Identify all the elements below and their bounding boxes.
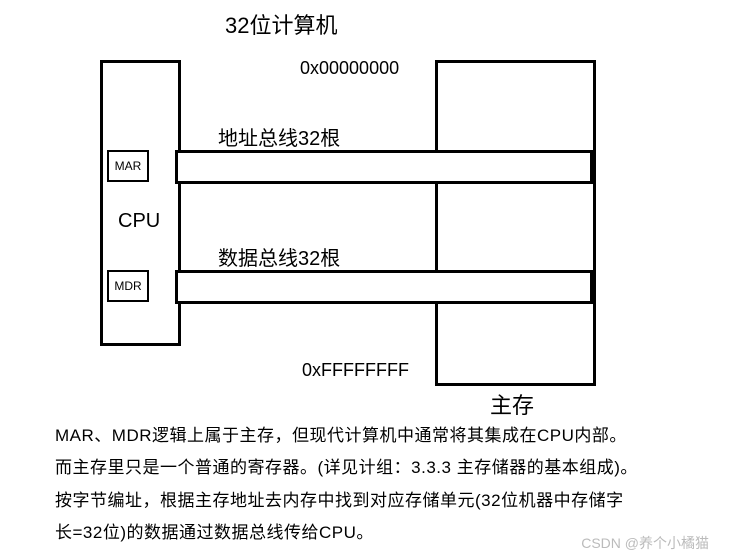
mar-register: MAR: [107, 150, 149, 182]
data-bus-label: 数据总线32根: [218, 242, 340, 271]
mdr-register: MDR: [107, 270, 149, 302]
diagram-container: 32位计算机 CPU 主存 0x00000000 0xFFFFFFFF 地址总线…: [0, 0, 734, 559]
mdr-label: MDR: [114, 279, 141, 293]
para-line3: 按字节编址，根据主存地址去内存中找到对应存储单元(32位机器中存储字: [55, 485, 695, 517]
para-line1: MAR、MDR逻辑上属于主存，但现代计算机中通常将其集成在CPU内部。: [55, 420, 695, 452]
description-paragraph: MAR、MDR逻辑上属于主存，但现代计算机中通常将其集成在CPU内部。 而主存里…: [55, 420, 695, 549]
address-bus: [175, 150, 593, 184]
watermark: CSDN @养个小橘猫: [581, 533, 709, 553]
addr-bottom-label: 0xFFFFFFFF: [302, 360, 409, 381]
cpu-label: CPU: [118, 210, 160, 233]
mar-label: MAR: [115, 159, 142, 173]
memory-label: 主存: [490, 388, 534, 420]
diagram-title: 32位计算机: [225, 8, 337, 40]
addr-top-label: 0x00000000: [300, 58, 399, 79]
para-line2: 而主存里只是一个普通的寄存器。(详见计组：3.3.3 主存储器的基本组成)。: [55, 452, 695, 484]
memory-block: [435, 60, 596, 386]
data-bus: [175, 270, 593, 304]
cpu-block: [100, 60, 181, 346]
address-bus-label: 地址总线32根: [218, 122, 340, 151]
